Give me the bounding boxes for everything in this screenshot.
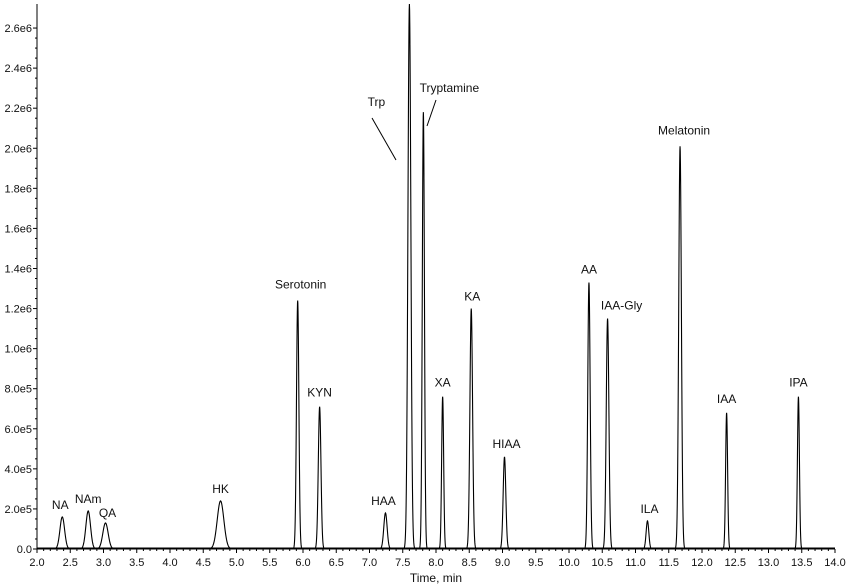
peak-trace <box>313 406 326 549</box>
x-tick-label: 2.5 <box>63 557 78 569</box>
y-tick-label: 4.0e5 <box>4 464 32 476</box>
y-tick-label: 1.8e6 <box>4 183 32 195</box>
peak-trace <box>205 500 236 549</box>
x-tick-label: 6.0 <box>295 557 310 569</box>
x-tick-label: 11.0 <box>625 557 646 569</box>
x-tick-label: 5.5 <box>262 557 277 569</box>
y-tick-label: 2.2e6 <box>4 103 32 115</box>
peak-label: Serotonin <box>275 278 326 292</box>
peak-label: KYN <box>307 386 332 400</box>
y-tick-label: 2.0e5 <box>4 504 32 516</box>
peak-trace <box>601 318 614 549</box>
peak-label: HAA <box>371 494 396 508</box>
x-tick-label: 8.0 <box>428 557 443 569</box>
peak-trace <box>51 516 73 549</box>
peak-trace <box>583 282 595 549</box>
x-tick-label: 7.5 <box>395 557 410 569</box>
peak-trace <box>793 396 803 549</box>
x-tick-label: 2.0 <box>29 557 44 569</box>
y-tick-label: 8.0e5 <box>4 384 32 396</box>
peak-label: NA <box>52 498 69 512</box>
x-tick-label: 9.0 <box>495 557 510 569</box>
peak-label: IPA <box>789 376 807 390</box>
x-tick-label: 12.5 <box>725 557 746 569</box>
peak-trace <box>465 308 478 549</box>
x-tick-label: 3.0 <box>96 557 111 569</box>
y-tick-label: 2.4e6 <box>4 63 32 75</box>
x-tick-label: 13.0 <box>758 557 779 569</box>
peak-trace <box>418 112 429 549</box>
x-axis-title: Time, min <box>410 571 462 585</box>
peak-trace <box>641 519 654 549</box>
label-leader-lines <box>371 99 437 161</box>
tryptamine-leader-line <box>426 99 437 127</box>
x-tick-label: 5.0 <box>229 557 244 569</box>
x-tick-label: 4.5 <box>196 557 211 569</box>
peak-label: NAm <box>75 492 102 506</box>
peak-trace <box>93 522 118 549</box>
peak-label: QA <box>99 506 116 520</box>
peak-trace <box>674 146 687 549</box>
y-tick-label: 2.0e6 <box>4 143 32 155</box>
y-tick-label: 1.2e6 <box>4 304 32 316</box>
peak-label: XA <box>435 376 451 390</box>
x-tick-label: 8.5 <box>462 557 477 569</box>
peak-label: IAA-Gly <box>601 299 642 313</box>
peak-trace <box>377 511 393 549</box>
peak-label: Melatonin <box>658 123 710 137</box>
x-tick-label: 10.5 <box>592 557 613 569</box>
peak-label: KA <box>464 290 480 304</box>
y-axis: 0.0 2.0e5 4.0e5 6.0e5 8.0e5 1.0e6 1.2e6 1.4e6 1.… <box>4 4 38 556</box>
x-tick-label: 7.0 <box>362 557 377 569</box>
peak-trace <box>77 510 99 549</box>
peak-trace <box>438 396 448 549</box>
peak-trace <box>498 456 511 549</box>
x-tick-label: 12.0 <box>691 557 712 569</box>
peak-trace <box>722 412 732 549</box>
peak-trace <box>402 3 416 549</box>
peak-label: HIAA <box>492 437 520 451</box>
y-tick-label: 6.0e5 <box>4 424 32 436</box>
y-tick-label: 0.0 <box>17 544 32 556</box>
chromatogram-trace-group <box>37 3 835 549</box>
y-tick-label: 1.0e6 <box>4 344 32 356</box>
y-tick-label: 1.6e6 <box>4 223 32 235</box>
x-tick-label: 14.0 <box>824 557 845 569</box>
x-tick-label: 9.5 <box>528 557 543 569</box>
y-tick-label: 1.4e6 <box>4 263 32 275</box>
x-axis: 2.0 2.5 3.0 3.5 4.0 4.5 5.0 5.5 6.0 6.5 7.0 7.5 8.0 8… <box>29 548 846 569</box>
peak-label: HK <box>212 482 229 496</box>
peak-label: IAA <box>717 392 736 406</box>
trp-leader-line <box>371 117 397 161</box>
x-tick-label: 10.0 <box>558 557 579 569</box>
x-tick-label: 11.5 <box>658 557 679 569</box>
x-tick-label: 6.5 <box>329 557 344 569</box>
peak-label: Trp <box>368 95 386 109</box>
peak-label: AA <box>581 263 597 277</box>
peak-label: Tryptamine <box>420 81 480 95</box>
x-tick-label: 4.0 <box>162 557 177 569</box>
x-tick-label: 3.5 <box>129 557 144 569</box>
peak-trace <box>292 300 304 549</box>
x-tick-label: 13.5 <box>791 557 812 569</box>
y-tick-label: 2.6e6 <box>4 23 32 35</box>
peak-label: ILA <box>640 502 658 516</box>
